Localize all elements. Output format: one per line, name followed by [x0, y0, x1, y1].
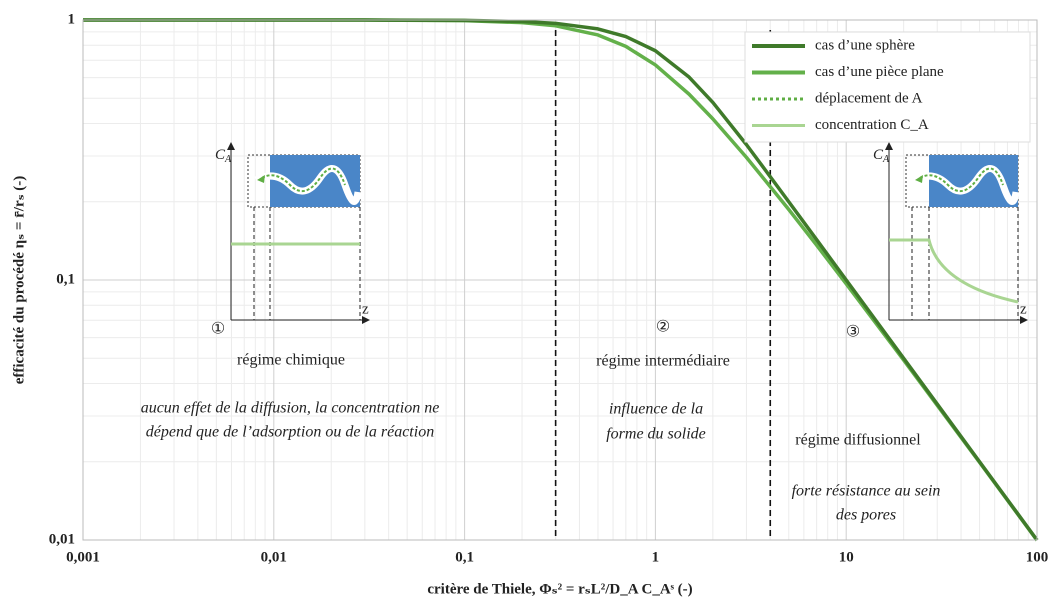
inset-y-label: CA	[873, 147, 890, 165]
inset-diagram	[227, 142, 370, 324]
inset-y-label: C	[215, 147, 226, 163]
region-note: influence de la	[609, 401, 703, 418]
legend-label: concentration C_A	[815, 117, 929, 133]
region-number: ①	[211, 321, 225, 338]
y-axis-title: efficacité du procédé ηₛ = r̄/rₛ (-)	[11, 176, 27, 385]
inset-diagram	[885, 142, 1028, 324]
region-note: dépend que de l’adsorption ou de la réac…	[146, 424, 434, 441]
legend: cas d’une sphère cas d’une pièce plane dép…	[744, 31, 1031, 143]
region-title: régime intermédiaire	[596, 353, 730, 370]
x-tick-label: 1	[652, 549, 660, 565]
region-title: régime chimique	[237, 352, 345, 369]
region-number: ③	[846, 324, 860, 341]
x-tick-label: 0,01	[261, 549, 287, 565]
x-tick-label: 10	[839, 549, 854, 565]
inset-y-sub: A	[224, 154, 232, 165]
inset-x-label: z	[362, 301, 369, 317]
y-tick-label: 0,1	[56, 271, 75, 287]
region-note: des pores	[836, 507, 896, 524]
inset-y-sub: A	[882, 154, 890, 165]
region-note: aucun effet de la diffusion, la concentr…	[141, 400, 440, 417]
x-axis-title: critère de Thiele, Φₛ² = rₛL²/D_A C_Aˢ (…	[427, 581, 692, 597]
y-tick-label: 1	[68, 11, 76, 27]
y-tick-label: 0,01	[49, 531, 75, 547]
inset-y-label: CA	[215, 147, 232, 165]
region-number: ②	[656, 319, 670, 336]
plot-frame	[82, 19, 1038, 541]
x-tick-label: 100	[1026, 549, 1049, 565]
legend-label: déplacement de A	[815, 90, 923, 106]
legend-label: cas d’une sphère	[815, 37, 915, 53]
x-tick-label: 0,001	[66, 549, 100, 565]
x-tick-label: 0,1	[455, 549, 474, 565]
inset-x-label: z	[1020, 301, 1027, 317]
inset-y-label: C	[873, 147, 884, 163]
region-note: forte résistance au sein	[792, 483, 941, 500]
region-title: régime diffusionnel	[795, 432, 921, 449]
region-note: forme du solide	[606, 426, 706, 443]
legend-label: cas d’une pièce plane	[815, 64, 944, 80]
